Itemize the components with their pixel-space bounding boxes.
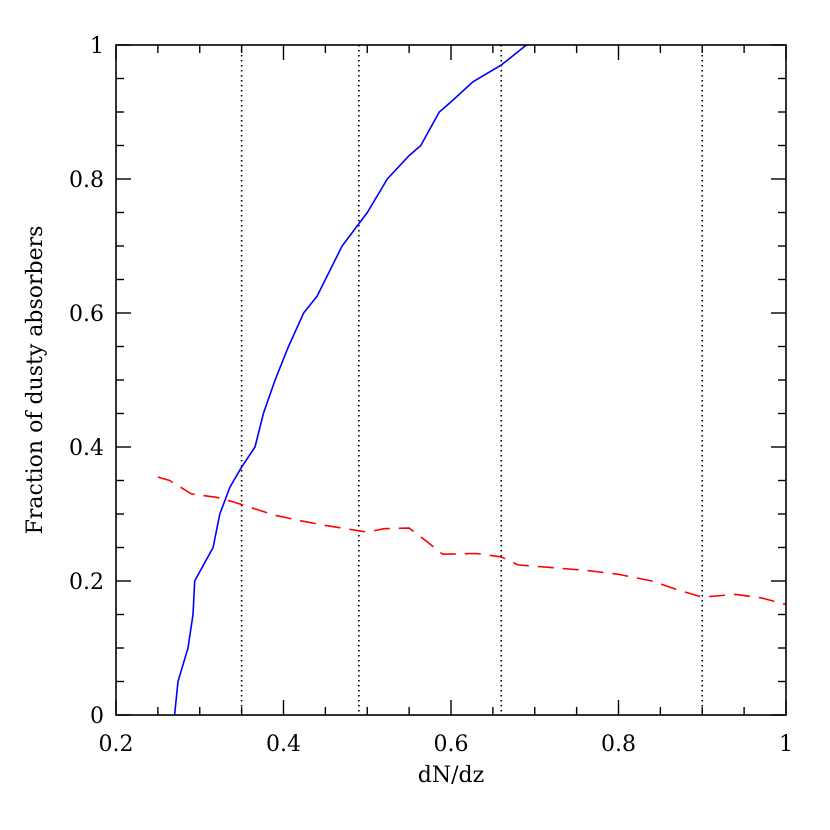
y-tick-label: 0.2 xyxy=(69,570,104,595)
y-axis-label: Fraction of dusty absorbers xyxy=(23,226,48,535)
series-layer xyxy=(157,45,786,715)
y-tick-label: 0.4 xyxy=(69,436,104,461)
y-tick-label: 0.6 xyxy=(69,302,104,327)
tick-labels: 0.2 0.4 0.6 0.8 1 0 0.2 0.4 0.6 0.8 1 xyxy=(69,34,793,757)
x-tick-label: 0.8 xyxy=(601,732,636,757)
x-axis-label: dN/dz xyxy=(418,763,484,788)
dashed-red-line xyxy=(157,476,786,606)
reference-lines xyxy=(240,45,704,715)
y-tick-label: 0 xyxy=(90,704,104,729)
solid-blue-line xyxy=(173,45,527,715)
x-tick-label: 0.6 xyxy=(434,732,469,757)
plot-frame xyxy=(115,44,787,716)
y-tick-label: 1 xyxy=(90,34,104,59)
x-tick-label: 0.2 xyxy=(99,732,134,757)
axis-ticks xyxy=(115,44,787,716)
x-tick-label: 0.4 xyxy=(266,732,301,757)
x-tick-label: 1 xyxy=(779,732,793,757)
y-tick-label: 0.8 xyxy=(69,168,104,193)
